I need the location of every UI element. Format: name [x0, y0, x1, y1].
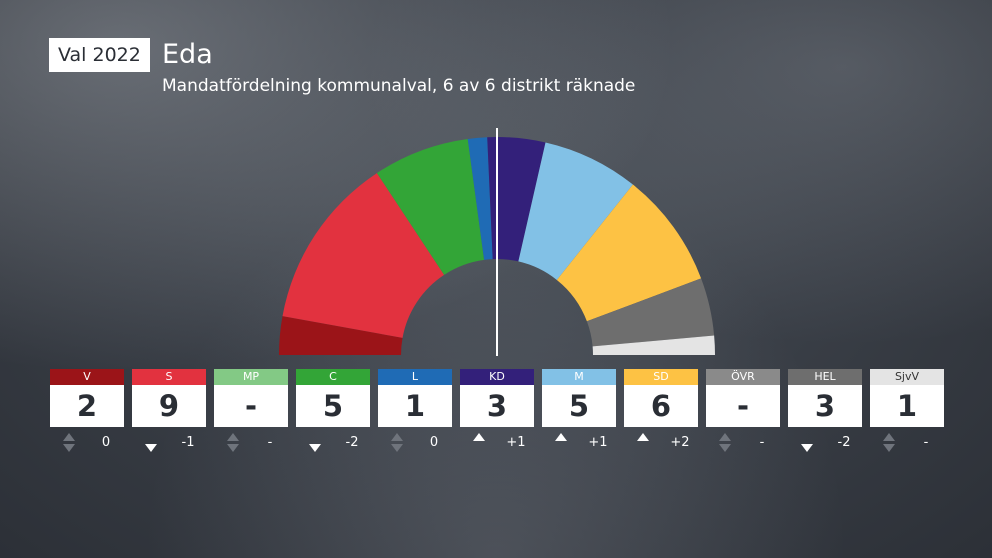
- party-change: 0: [378, 433, 452, 455]
- party-label: M: [542, 369, 616, 385]
- party-change-value: +2: [670, 435, 690, 450]
- arc-segment-s: [282, 173, 445, 338]
- party-box-sd: SD 6 +2: [624, 369, 698, 455]
- party-change: -2: [296, 433, 370, 455]
- party-box-kd: KD 3 +1: [460, 369, 534, 455]
- party-label: KD: [460, 369, 534, 385]
- party-change: -1: [132, 433, 206, 455]
- party-label: HEL: [788, 369, 862, 385]
- party-box-hel: HEL 3 -2: [788, 369, 862, 455]
- party-change-value: -1: [181, 435, 195, 450]
- no-change-icon: [227, 433, 239, 452]
- party-seats: 1: [870, 385, 944, 427]
- party-change: +2: [624, 433, 698, 455]
- party-seats: 3: [460, 385, 534, 427]
- party-change-value: -: [267, 435, 273, 450]
- party-change-value: 0: [101, 435, 111, 450]
- arc-segment-sjvv: [592, 335, 715, 355]
- no-change-icon: [883, 433, 895, 452]
- arc-segment-v: [279, 316, 403, 355]
- year-badge: Val 2022: [49, 38, 150, 72]
- party-box-sjvv: SjvV 1 -: [870, 369, 944, 455]
- party-change: -2: [788, 433, 862, 455]
- arc-segment-l: [467, 137, 493, 260]
- party-change: 0: [50, 433, 124, 455]
- arrow-down-icon: [801, 444, 813, 452]
- party-box-m: M 5 +1: [542, 369, 616, 455]
- arc-segment-hel: [586, 278, 715, 347]
- party-seats: 1: [378, 385, 452, 427]
- no-change-icon: [391, 433, 403, 452]
- party-seats: -: [214, 385, 288, 427]
- arrow-down-icon: [309, 444, 321, 452]
- arrow-up-icon: [637, 433, 649, 441]
- no-change-icon: [719, 433, 731, 452]
- arrow-down-icon: [145, 444, 157, 452]
- party-label: C: [296, 369, 370, 385]
- party-change-value: -2: [837, 435, 851, 450]
- party-change: -: [870, 433, 944, 455]
- arc-segment-c: [376, 138, 485, 275]
- party-change-value: +1: [506, 435, 526, 450]
- party-seats: 9: [132, 385, 206, 427]
- party-seats: 3: [788, 385, 862, 427]
- arc-segment-m: [518, 142, 633, 280]
- chart-subtitle: Mandatfördelning kommunalval, 6 av 6 dis…: [162, 76, 636, 96]
- party-seats: 6: [624, 385, 698, 427]
- arc-segment-sd: [556, 184, 702, 322]
- arrow-up-icon: [555, 433, 567, 441]
- party-seats: 2: [50, 385, 124, 427]
- no-change-icon: [63, 433, 75, 452]
- party-box-c: C 5 -2: [296, 369, 370, 455]
- party-label: S: [132, 369, 206, 385]
- party-change: +1: [542, 433, 616, 455]
- party-label: SD: [624, 369, 698, 385]
- arrow-up-icon: [473, 433, 485, 441]
- party-box-ovr: ÖVR - -: [706, 369, 780, 455]
- party-label: ÖVR: [706, 369, 780, 385]
- party-box-mp: MP - -: [214, 369, 288, 455]
- party-change-value: -2: [345, 435, 359, 450]
- party-change: +1: [460, 433, 534, 455]
- party-label: MP: [214, 369, 288, 385]
- party-change-value: -: [923, 435, 929, 450]
- party-box-s: S 9 -1: [132, 369, 206, 455]
- party-seats: 5: [296, 385, 370, 427]
- arc-segment-kd: [487, 137, 546, 262]
- party-label: L: [378, 369, 452, 385]
- party-change-value: +1: [588, 435, 608, 450]
- party-label: SjvV: [870, 369, 944, 385]
- municipality-title: Eda: [162, 39, 213, 70]
- party-label: V: [50, 369, 124, 385]
- party-change-value: -: [759, 435, 765, 450]
- party-change-value: 0: [429, 435, 439, 450]
- party-change: -: [214, 433, 288, 455]
- party-seats: -: [706, 385, 780, 427]
- party-change: -: [706, 433, 780, 455]
- party-seats: 5: [542, 385, 616, 427]
